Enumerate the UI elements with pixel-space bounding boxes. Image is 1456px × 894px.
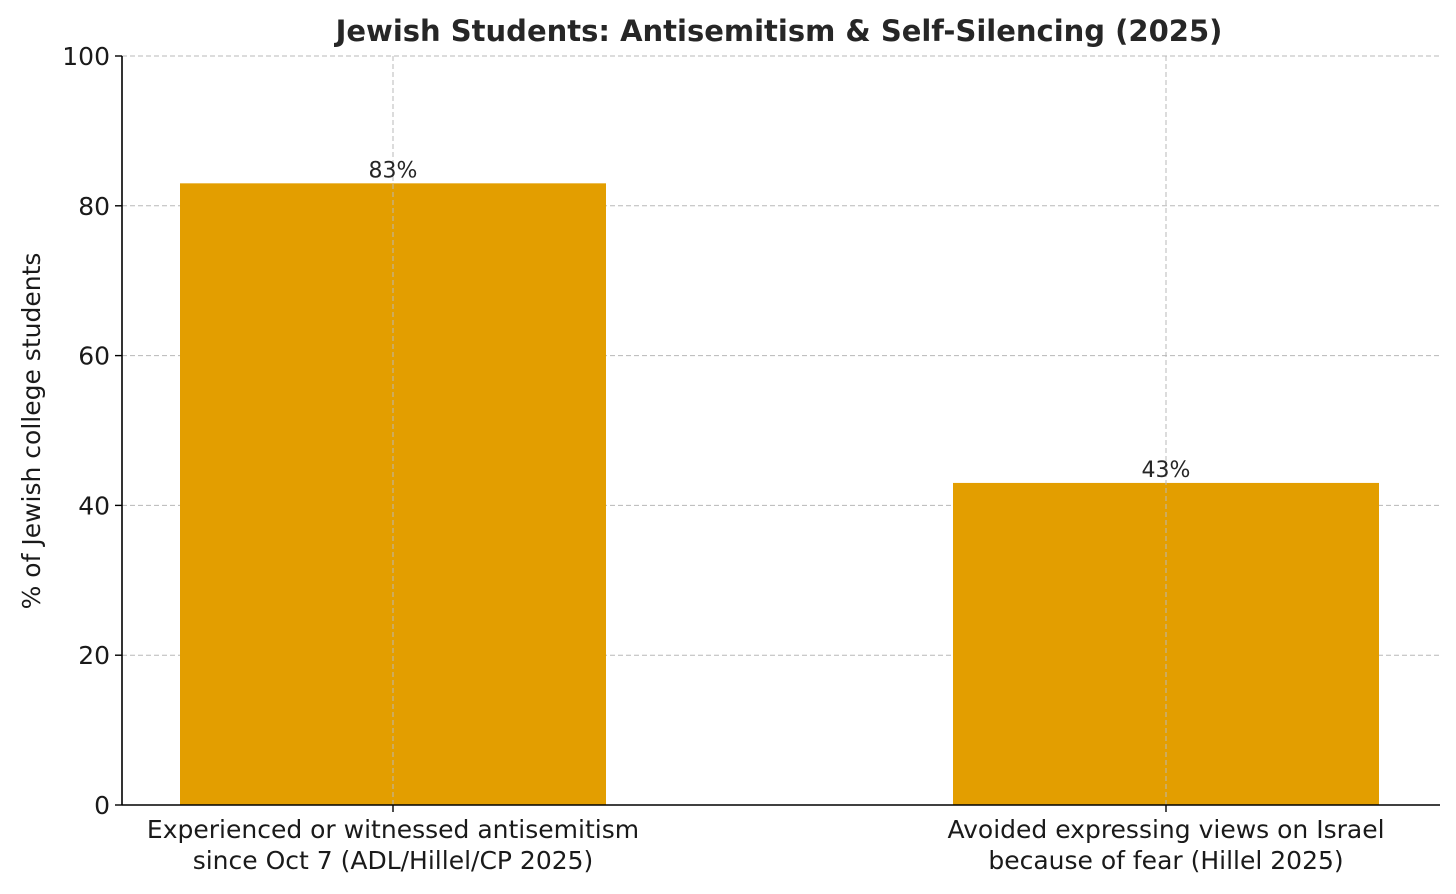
y-tick-label: 80 <box>78 192 110 221</box>
y-tick-label: 0 <box>94 791 110 820</box>
y-tick-label: 100 <box>62 42 110 71</box>
chart-title: Jewish Students: Antisemitism & Self-Sil… <box>334 14 1223 48</box>
axes <box>115 55 1440 812</box>
y-axis-title: % of Jewish college students <box>17 253 46 610</box>
x-tick-label: because of fear (Hillel 2025) <box>988 846 1343 875</box>
y-tick-label: 40 <box>78 491 110 520</box>
y-tick-label: 60 <box>78 342 110 371</box>
x-tick-label: Experienced or witnessed antisemitism <box>147 815 639 844</box>
y-tick-label: 20 <box>78 641 110 670</box>
bar-value-label: 43% <box>1142 458 1191 483</box>
x-tick-label: since Oct 7 (ADL/Hillel/CP 2025) <box>193 846 594 875</box>
bar <box>180 183 606 805</box>
labels: 0 20 40 60 80 100 Experienced or witnessed ant… <box>62 42 1384 875</box>
x-tick-label: Avoided expressing views on Israel <box>947 815 1384 844</box>
bar-value-label: 83% <box>369 158 418 183</box>
bars <box>180 56 1379 805</box>
